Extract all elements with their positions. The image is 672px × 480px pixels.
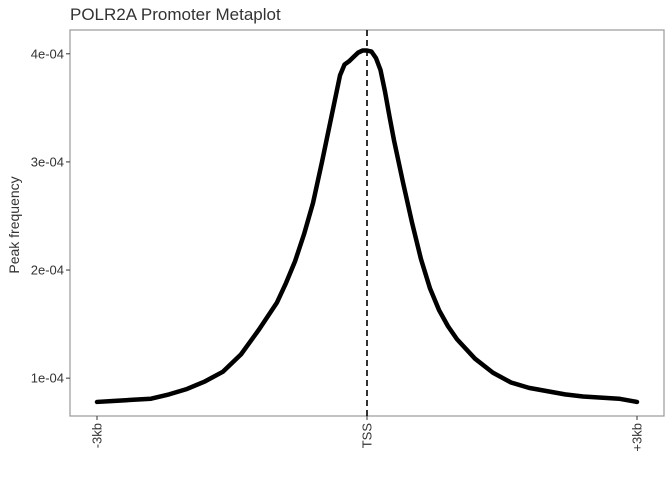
y-axis: 1e-04 2e-04 3e-04 4e-04 [31, 46, 70, 386]
chart-title: POLR2A Promoter Metaplot [70, 5, 281, 24]
x-tick-label: -3kb [90, 423, 105, 448]
series-line [94, 48, 640, 405]
x-tick-label: TSS [360, 423, 375, 449]
x-axis: -3kb TSS +3kb [90, 416, 645, 452]
x-tick-label: +3kb [630, 423, 645, 452]
y-tick-label: 2e-04 [31, 263, 64, 278]
y-tick-label: 3e-04 [31, 154, 64, 169]
y-tick-label: 4e-04 [31, 46, 64, 61]
y-tick-label: 1e-04 [31, 371, 64, 386]
y-axis-label: Peak frequency [6, 176, 22, 273]
